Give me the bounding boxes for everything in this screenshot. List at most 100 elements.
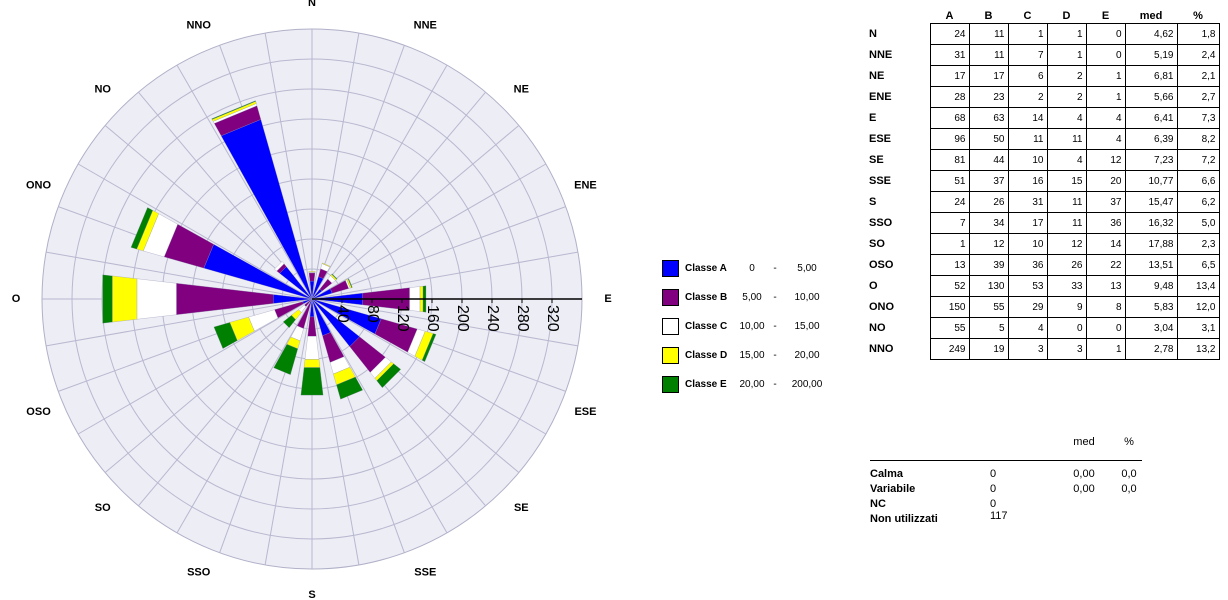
direction-label-nne: NNE [414, 19, 437, 31]
table-cell: 13,51 [1124, 254, 1178, 276]
table-cell: 68 [929, 107, 970, 129]
rose-bar-o-classe-c [136, 278, 177, 320]
rose-tick-label: 280 [514, 305, 531, 332]
table-cell: 24 [929, 191, 970, 213]
table-cell: 63 [968, 107, 1009, 129]
table-cell: 9,48 [1124, 275, 1178, 297]
table-row: OSO 13 39 36 26 22 13,51 6,5 [866, 254, 1220, 276]
table-cell: 6,41 [1124, 107, 1178, 129]
rose-grid-spoke [264, 298, 313, 565]
legend-label: Classe D [685, 350, 728, 361]
legend-item-classe-e: Classe E 20,00- 200,00 [662, 376, 852, 405]
table-cell: 11 [968, 23, 1009, 45]
table-cell: 17 [929, 65, 970, 87]
rose-bar-ono-classe-e [130, 207, 153, 250]
direction-label-ene: ENE [574, 180, 597, 192]
rose-grid-spoke [264, 33, 313, 300]
table-cell: 19 [968, 338, 1009, 360]
table-cell: 24 [929, 23, 970, 45]
summary-panel: med % Calma 0 0,00 0,0 Variabile 0 0,00 0,0 NC 0 N… [870, 436, 1160, 525]
summary-divider [870, 460, 1142, 461]
table-cell: 5,19 [1124, 44, 1178, 66]
table-cell: 7,3 [1176, 107, 1220, 129]
table-row-label: NNE [869, 49, 893, 61]
table-cell: 15 [1046, 170, 1087, 192]
rose-bar-n-classe-b [308, 272, 316, 282]
table-row-label: SE [869, 154, 884, 166]
summary-label: Non utilizzati [870, 513, 938, 525]
table-cell: 10 [1007, 149, 1048, 171]
rose-bar-sso-classe-e [273, 344, 299, 375]
direction-label-se: SE [514, 502, 529, 514]
summary-pct: 0,0 [1121, 468, 1137, 480]
rose-bar-nno-classe-e [211, 100, 256, 120]
rose-grid-spoke [311, 91, 486, 300]
table-cell: 14 [1085, 233, 1126, 255]
legend-label: Classe A [685, 263, 727, 274]
rose-grid-spoke [77, 163, 313, 300]
table-cell: 2 [1007, 86, 1048, 108]
direction-label-sse: SSE [414, 566, 436, 578]
rose-grid-spoke [311, 298, 547, 435]
table-row-label: SO [869, 238, 885, 250]
table-cell: 6,81 [1124, 65, 1178, 87]
rose-bar-oso-classe-e [213, 322, 238, 349]
summary-row: NC 0 [870, 498, 1160, 513]
legend-label: Classe E [685, 379, 727, 390]
table-cell: 4 [1046, 149, 1087, 171]
table-cell: 2 [1046, 86, 1087, 108]
summary-label: NC [870, 498, 886, 510]
summary-count: 117 [990, 510, 1008, 522]
wind-rose-chart: 40 80 120 160 200 240 280 320 N NNE NE ENE E ESE SE SSE… [12, 0, 612, 600]
legend-dash: - [773, 292, 777, 303]
rose-bar-n-classe-d [308, 271, 316, 273]
legend-min: 10,00 [739, 321, 765, 332]
table-cell: 4 [1085, 128, 1126, 150]
table-cell: 1 [1046, 23, 1087, 45]
rose-grid-spoke [46, 251, 313, 300]
table-cell: 17 [1007, 212, 1048, 234]
table-cell: 96 [929, 128, 970, 150]
table-cell: 0 [1085, 44, 1126, 66]
table-cell: 5,0 [1176, 212, 1220, 234]
table-cell: 1,8 [1176, 23, 1220, 45]
direction-label-sso: SSO [187, 566, 211, 578]
table-cell: 26 [968, 191, 1009, 213]
summary-count: 0 [990, 483, 997, 495]
rose-bar-s-classe-d [303, 359, 321, 368]
direction-label-e: E [604, 293, 611, 305]
table-cell: 0 [1085, 317, 1126, 339]
rose-bar-s-classe-e [300, 367, 324, 396]
direction-label-s: S [308, 589, 315, 600]
legend-label: Classe C [685, 321, 728, 332]
table-cell: 150 [929, 296, 970, 318]
legend-max: 10,00 [794, 292, 820, 303]
table-cell: 37 [1085, 191, 1126, 213]
table-cell: 16,32 [1124, 212, 1178, 234]
rose-bar-so-classe-e [282, 315, 296, 329]
table-cell: 52 [929, 275, 970, 297]
rose-tick-label: 320 [544, 305, 561, 332]
table-header-cell: C [1023, 9, 1032, 22]
table-row: O 52 130 53 33 13 9,48 13,4 [866, 275, 1220, 297]
table-cell: 2 [1046, 65, 1087, 87]
table-cell: 7 [1007, 44, 1048, 66]
rose-grid-spoke [311, 298, 360, 565]
legend-item-classe-a: Classe A 0 - 5,00 [662, 260, 852, 289]
legend-swatch [662, 260, 679, 277]
table-cell: 11 [1007, 128, 1048, 150]
rose-bar-se-classe-e [376, 363, 401, 388]
table-cell: 6,5 [1176, 254, 1220, 276]
table-cell: 2,1 [1176, 65, 1220, 87]
table-cell: 6,6 [1176, 170, 1220, 192]
table-cell: 44 [968, 149, 1009, 171]
legend-item-classe-b: Classe B 5,00- 10,00 [662, 289, 852, 318]
summary-label: Variabile [870, 483, 916, 495]
rose-tick-label: 240 [484, 305, 501, 332]
table-row-label: NNO [869, 343, 894, 355]
table-cell: 5 [968, 317, 1009, 339]
table-cell: 4 [1085, 107, 1126, 129]
table-row: NNE 31 11 7 1 0 5,19 2,4 [866, 44, 1220, 66]
rose-bar-o-classe-d [112, 275, 138, 323]
table-cell: 12,0 [1176, 296, 1220, 318]
